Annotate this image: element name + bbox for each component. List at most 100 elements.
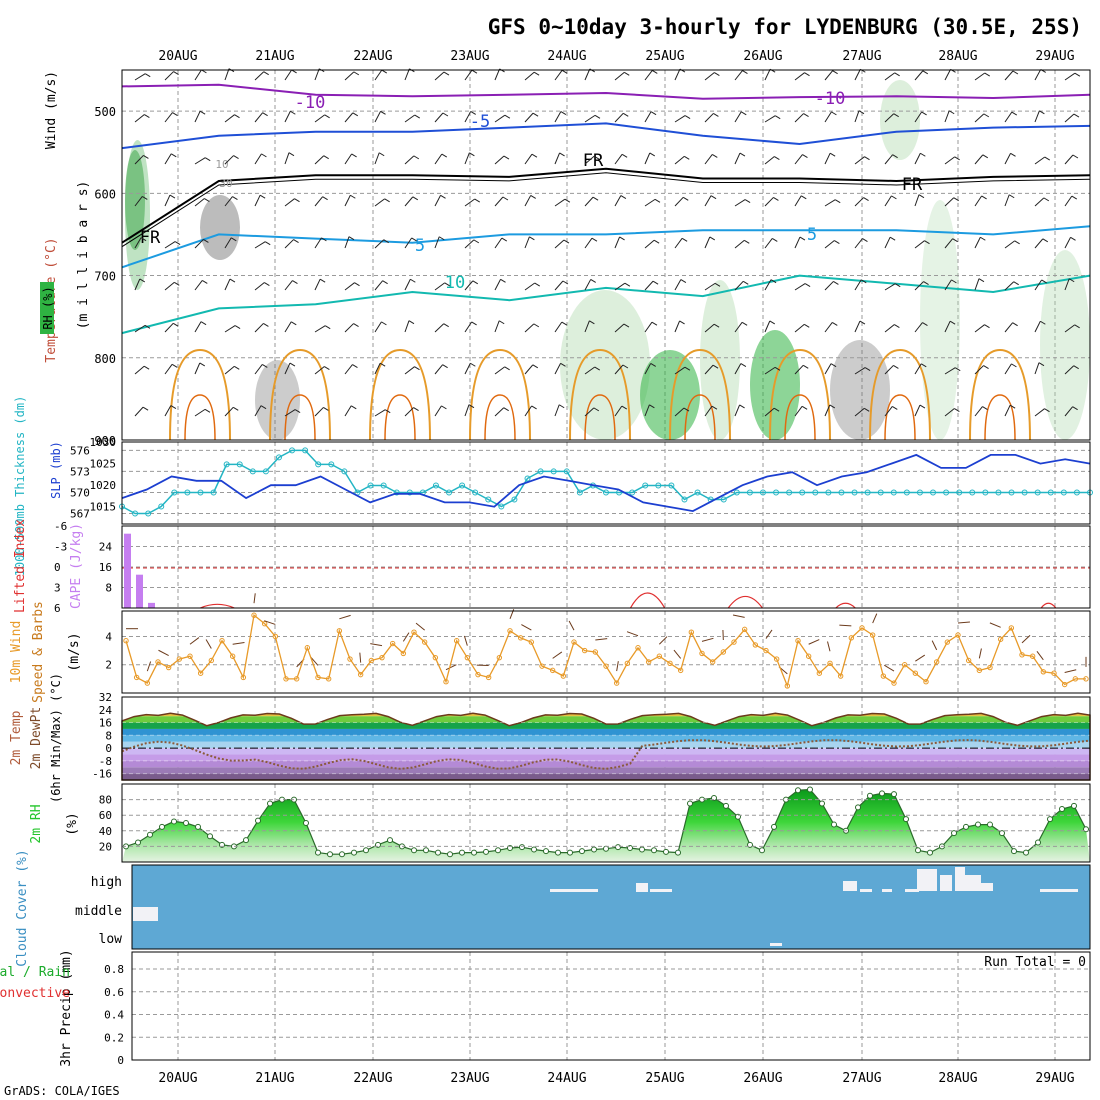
wind-barb [704, 72, 715, 81]
wind-barb-10m [626, 631, 639, 637]
wind-barb [974, 324, 985, 333]
wind-barb [764, 68, 771, 81]
cape-bar [136, 574, 143, 608]
wind-barb-flag [682, 196, 689, 201]
isotherm-line [121, 225, 1091, 269]
rh-shading-area [125, 150, 145, 250]
pressure-tick-label: 700 [94, 270, 116, 284]
wind-barb-flag [414, 366, 420, 371]
wind-barb-flag [173, 281, 180, 286]
wind-barb-flag [949, 320, 956, 325]
slp-tick-label: 1015 [90, 501, 117, 514]
wind-barb-flag [471, 321, 477, 326]
wind-barb [764, 320, 771, 333]
li-tick-label: 0 [54, 561, 61, 574]
wind-barb [284, 69, 293, 81]
wind-barb-flag [438, 236, 445, 241]
wind-barb-10m [370, 643, 383, 647]
wind-barb-flag [260, 405, 267, 410]
wind-barb [1064, 237, 1071, 249]
total-rain-label: Total / Rain [0, 965, 70, 980]
wind-unit-label: (m/s) [67, 632, 82, 671]
wind-barb-flag [351, 405, 357, 410]
temp-tick-label: 8 [105, 729, 112, 742]
wind-barb [674, 279, 682, 291]
wind-barb-flag [1073, 365, 1079, 370]
wind-barb-flag [802, 154, 808, 159]
wind-barb [524, 153, 533, 165]
wind-barb-flag [714, 282, 721, 287]
wind-barb-flag [1011, 111, 1018, 116]
wind-barb-flag [769, 320, 776, 325]
contour-label: -10 [295, 93, 326, 113]
wind-barb-10m [253, 593, 256, 604]
wind-barb [974, 406, 983, 417]
wind-barb-flag [233, 365, 240, 370]
wind-barb-flag [623, 71, 630, 76]
lifted-index-line [835, 602, 856, 609]
wind-barb [914, 281, 924, 291]
wind-barb-flag [353, 71, 360, 76]
isotherm-hot-loop [184, 394, 216, 441]
wind-barb [344, 323, 354, 333]
bottom-date-label: 29AUG [1035, 1071, 1074, 1086]
wind-barb-flag [1011, 363, 1017, 368]
wind-barb-flag [709, 236, 716, 241]
wind-barb [494, 68, 501, 81]
wind-barb-flag [352, 364, 358, 369]
top-date-label: 20AUG [158, 49, 197, 64]
wind-barb [194, 362, 201, 375]
slp-label-group: SLP (mb) [49, 441, 63, 499]
wind-barb-flag [802, 364, 809, 369]
rh-point [135, 839, 141, 846]
thickness-tick-label: 573 [70, 465, 90, 478]
wind-barb [734, 404, 741, 417]
rh-point [147, 831, 153, 838]
wind-barb [704, 364, 714, 375]
wind-barb [344, 195, 351, 207]
rh-point [171, 818, 177, 825]
wind-barb-10m [872, 613, 878, 624]
wind-barb [224, 114, 235, 123]
wind-barb [974, 113, 985, 123]
rh-axis-label: RH (%) [41, 286, 55, 329]
wind-barb [254, 153, 262, 165]
wind-barb-flag [894, 283, 901, 288]
wind-barb [464, 198, 476, 207]
wind-barb-flag [650, 111, 657, 116]
wind-barb-flag [774, 366, 781, 371]
wind-barb [794, 236, 801, 249]
slp-line [121, 453, 1091, 513]
wind-barb-10m [339, 614, 351, 620]
wind-barb [794, 195, 802, 207]
wind-unit-label-group: (m/s) [67, 632, 82, 671]
wind-barb [344, 405, 352, 417]
cape-tick-label: 24 [99, 541, 113, 554]
wind-barb-flag [234, 325, 241, 329]
wind-barb-flag [892, 406, 898, 410]
isotherm-hot-loop [584, 394, 616, 441]
wind-barb [734, 363, 742, 375]
wind-barb-flag [739, 404, 745, 409]
isotherm-warm-loop [669, 348, 731, 441]
wind-barb-flag [774, 115, 781, 120]
wind-barb [524, 323, 535, 333]
rh-point [567, 849, 573, 856]
rh-point [963, 823, 969, 830]
wind-barb [494, 320, 500, 333]
wind-barb-flag [589, 320, 595, 325]
bottom-date-label: 28AUG [938, 1071, 977, 1086]
wind-barb [614, 154, 623, 165]
wind-barb [824, 152, 831, 165]
precip-label-group: 3hr Precip (mm) [59, 949, 74, 1066]
wind-barb [134, 73, 146, 81]
wind-barb [464, 152, 470, 165]
rh-shading-area [560, 290, 650, 440]
wind-barb-flag [623, 323, 630, 328]
wind-barb-flag [411, 237, 417, 242]
wind-barb-flag [1014, 240, 1020, 245]
wind-barb-flag [744, 199, 751, 203]
top-date-label: 25AUG [645, 49, 684, 64]
lifted-index-line [727, 595, 763, 609]
lifted-index-line [629, 592, 666, 609]
